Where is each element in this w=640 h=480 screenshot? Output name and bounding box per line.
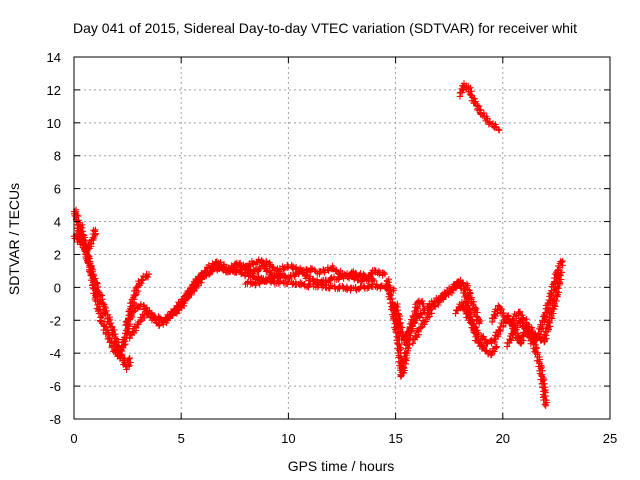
data-point-markers bbox=[210, 260, 397, 294]
data-trace bbox=[456, 80, 503, 134]
y-tick-label: -8 bbox=[49, 412, 61, 427]
y-tick-label: 6 bbox=[54, 182, 61, 197]
tick-labels: 0 5 10 15 20 25 -8 -6 -4 -2 0 2 4 6 8 10 12 14 bbox=[47, 50, 618, 446]
y-tick-label: 8 bbox=[54, 149, 61, 164]
data-trace bbox=[503, 257, 566, 350]
x-tick-label: 25 bbox=[603, 431, 617, 446]
x-tick-label: 20 bbox=[496, 431, 510, 446]
data-point-markers bbox=[488, 269, 566, 346]
x-axis-label: GPS time / hours bbox=[288, 458, 395, 474]
data-trace bbox=[488, 269, 566, 346]
x-tick-label: 15 bbox=[388, 431, 402, 446]
x-tick-label: 10 bbox=[281, 431, 295, 446]
plot-border bbox=[73, 56, 611, 420]
y-tick-label: 12 bbox=[47, 83, 61, 98]
data-point-markers bbox=[456, 80, 503, 134]
y-tick-label: 14 bbox=[47, 50, 61, 65]
y-tick-label: -4 bbox=[49, 346, 61, 361]
data-trace bbox=[76, 221, 134, 373]
data-point-markers bbox=[76, 221, 134, 373]
y-axis-label: SDTVAR / TECUs bbox=[6, 183, 22, 295]
data-marks bbox=[70, 80, 566, 409]
y-tick-label: 2 bbox=[54, 247, 61, 262]
chart-title: Day 041 of 2015, Sidereal Day-to-day VTE… bbox=[73, 20, 577, 36]
y-tick-label: 0 bbox=[54, 280, 61, 295]
data-point-markers bbox=[242, 262, 389, 289]
data-trace bbox=[409, 281, 500, 359]
x-tick-label: 0 bbox=[70, 431, 77, 446]
axis-ticks bbox=[73, 56, 611, 420]
data-point-markers bbox=[503, 257, 566, 350]
data-point-markers bbox=[409, 281, 500, 359]
x-tick-label: 5 bbox=[178, 431, 185, 446]
y-tick-label: 10 bbox=[47, 116, 61, 131]
grid-lines bbox=[74, 57, 610, 419]
y-tick-label: -6 bbox=[49, 379, 61, 394]
data-trace bbox=[210, 260, 397, 294]
y-tick-label: 4 bbox=[54, 215, 61, 230]
y-tick-label: -2 bbox=[49, 313, 61, 328]
data-trace bbox=[242, 262, 389, 289]
